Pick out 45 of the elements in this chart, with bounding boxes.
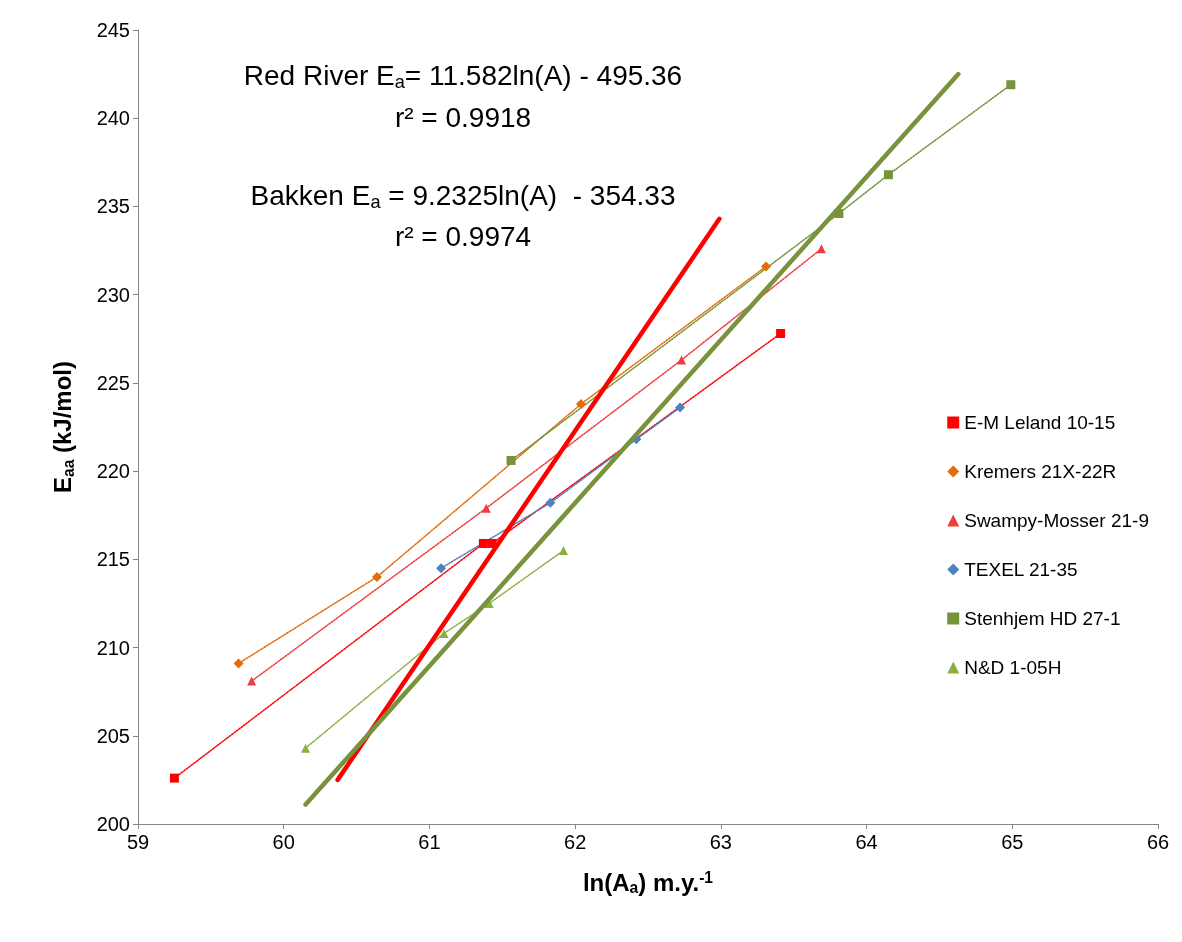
point — [439, 628, 449, 638]
point — [169, 773, 179, 783]
x-tick-label: 63 — [709, 831, 732, 853]
point — [301, 743, 311, 753]
y-tick-label: 210 — [96, 636, 130, 659]
point — [883, 170, 893, 180]
y-tick-label: 220 — [96, 460, 130, 483]
point — [478, 538, 488, 548]
y-axis-title: Eaa (kJ/mol) — [49, 360, 77, 494]
legend-label: Kremers 21X-22R — [964, 461, 1117, 482]
point — [675, 402, 686, 413]
point — [436, 563, 447, 574]
point — [371, 571, 382, 582]
x-tick-label: 65 — [1001, 831, 1024, 853]
x-tick-label: 60 — [272, 831, 295, 853]
legend-label: Stenhjem HD 27-1 — [964, 608, 1121, 629]
point — [575, 399, 586, 410]
y-tick-label: 240 — [96, 107, 130, 130]
point — [545, 497, 556, 508]
y-tick-label: 225 — [96, 371, 130, 394]
x-tick-label: 62 — [564, 831, 587, 853]
legend-label: E-M Leland 10-15 — [964, 412, 1116, 433]
legend-label: Swampy-Mosser 21-9 — [964, 510, 1149, 531]
point — [247, 676, 257, 686]
x-tick-label: 64 — [855, 831, 878, 853]
legend-label: TEXEL 21-35 — [964, 559, 1078, 580]
annotation: r² = 0.9974 — [394, 220, 532, 252]
y-tick-label: 205 — [96, 724, 130, 747]
point — [776, 328, 786, 338]
point — [233, 658, 244, 669]
point — [481, 503, 491, 513]
point — [1006, 80, 1016, 90]
legend-label: N&D 1-05H — [964, 657, 1062, 678]
point — [677, 355, 687, 365]
y-tick-label: 245 — [96, 19, 130, 41]
x-tick-label: 66 — [1146, 831, 1170, 853]
x-tick-label: 61 — [418, 831, 441, 853]
y-tick-label: 230 — [96, 283, 130, 306]
y-tick-label: 235 — [96, 195, 130, 218]
point — [558, 546, 568, 556]
point — [506, 456, 516, 466]
point — [761, 261, 772, 272]
point — [816, 244, 826, 254]
y-tick-label: 215 — [96, 548, 130, 571]
annotation: r² = 0.9918 — [394, 101, 532, 133]
